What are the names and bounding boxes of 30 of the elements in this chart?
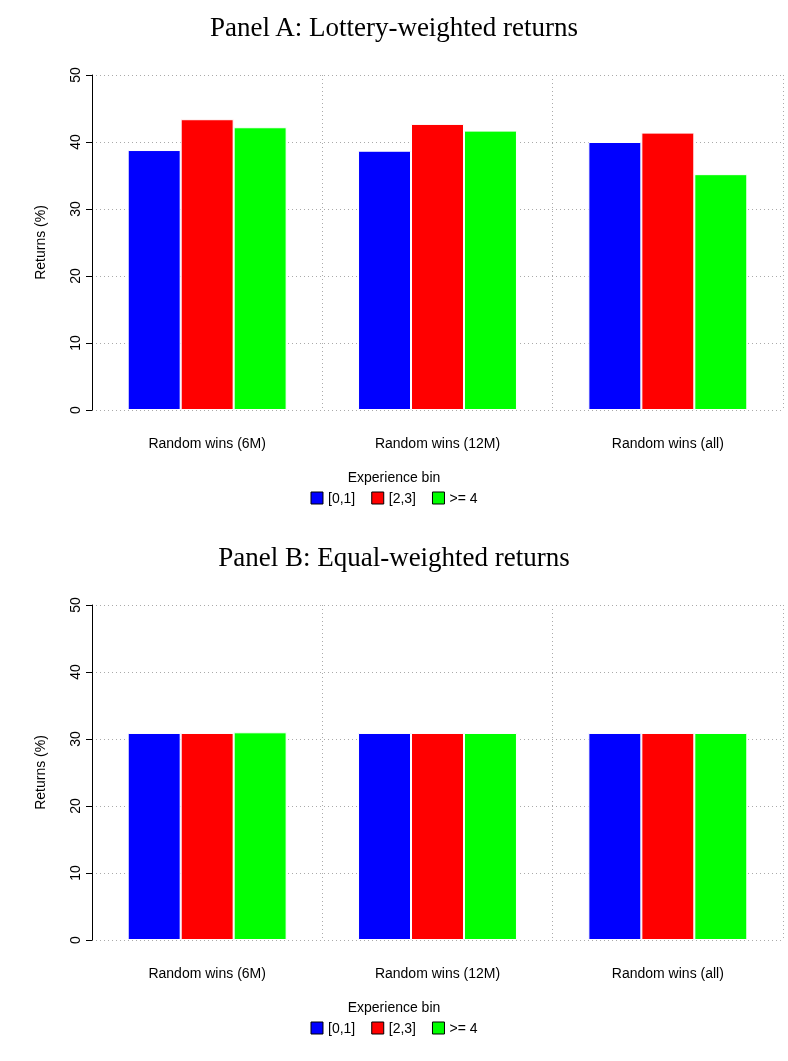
legend-label: [2,3] — [388, 490, 416, 506]
legend-label: [0,1] — [328, 1020, 356, 1036]
y-tick-label: 0 — [67, 935, 83, 944]
y-tick-label: 30 — [67, 731, 83, 747]
x-tick-label: Random wins (all) — [611, 965, 724, 981]
legend-title: Experience bin — [347, 999, 441, 1015]
x-tick-label: Random wins (all) — [611, 435, 724, 451]
x-tick-label: Random wins (6M) — [148, 435, 266, 451]
legend-label: [2,3] — [388, 1020, 416, 1036]
y-tick-label: 50 — [67, 597, 83, 613]
legend-label: >= 4 — [449, 1020, 478, 1036]
y-tick-label: 10 — [67, 865, 83, 881]
y-tick-label: 20 — [67, 798, 83, 814]
y-axis-title: Returns (%) — [32, 205, 48, 280]
y-tick-label: 10 — [67, 335, 83, 351]
y-tick-label: 50 — [67, 67, 83, 83]
y-axis-title: Returns (%) — [32, 735, 48, 810]
x-tick-label: Random wins (6M) — [148, 965, 266, 981]
x-tick-label: Random wins (12M) — [374, 965, 501, 981]
x-tick-label: Random wins (12M) — [374, 435, 501, 451]
y-tick-label: 40 — [67, 664, 83, 680]
y-tick-label: 0 — [67, 405, 83, 414]
y-tick-label: 20 — [67, 268, 83, 284]
legend-label: >= 4 — [449, 490, 478, 506]
chart-title: Panel B: Equal-weighted returns — [218, 541, 570, 572]
chart-title: Panel A: Lottery-weighted returns — [209, 11, 579, 42]
legend-label: [0,1] — [328, 490, 356, 506]
legend-title: Experience bin — [347, 469, 441, 485]
y-tick-label: 30 — [67, 201, 83, 217]
y-tick-label: 40 — [67, 134, 83, 150]
